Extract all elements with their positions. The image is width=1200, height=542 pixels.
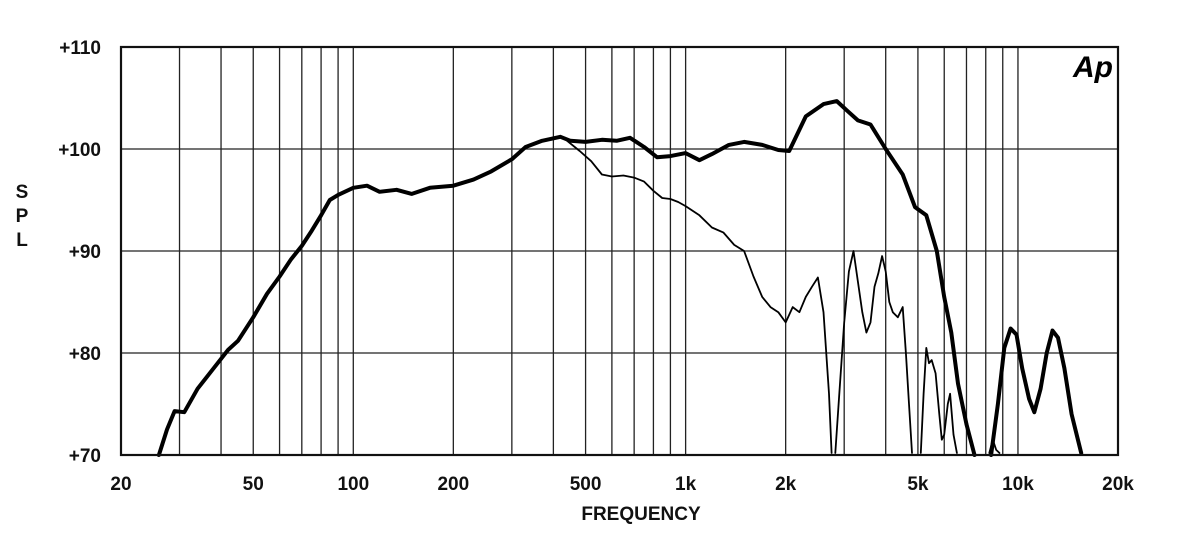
- response-curve-thin: [566, 139, 833, 454]
- x-tick-label: 200: [437, 474, 469, 495]
- plot-frame: [119, 45, 1120, 457]
- response-curve-thin: [919, 347, 958, 454]
- ap-logo: Ap: [1072, 51, 1113, 84]
- x-tick-label: 100: [337, 474, 369, 495]
- y-tick-labels: +70 +80 +90 +100 +110: [58, 38, 101, 467]
- y-tick-label: +70: [69, 446, 101, 467]
- y-tick-label: +110: [59, 38, 101, 59]
- plot-area: [156, 99, 1084, 457]
- y-axis-label-letter: P: [16, 206, 29, 227]
- x-tick-label: 1k: [675, 474, 697, 495]
- x-tick-label: 2k: [775, 474, 797, 495]
- response-curve-thick: [156, 99, 977, 457]
- x-tick-label: 10k: [1002, 474, 1034, 495]
- y-axis-label-letter: L: [16, 230, 28, 251]
- x-tick-label: 20k: [1102, 474, 1134, 495]
- x-tick-label: 500: [570, 474, 602, 495]
- response-curve-thin: [988, 438, 1001, 454]
- x-tick-label: 50: [243, 474, 264, 495]
- grid: [121, 47, 1118, 455]
- x-tick-label: 5k: [907, 474, 929, 495]
- y-axis-label: SPL: [16, 182, 29, 251]
- response-curve-thick: [989, 326, 1084, 457]
- y-tick-label: +100: [58, 140, 101, 161]
- x-tick-label: 20: [110, 474, 131, 495]
- x-axis-label: FREQUENCY: [581, 504, 701, 525]
- x-tick-labels: 20 50 100 200 500 1k 2k 5k 10k 20k: [110, 474, 1134, 495]
- y-axis-label-letter: S: [16, 182, 29, 203]
- y-tick-label: +90: [69, 242, 101, 263]
- y-tick-label: +80: [69, 344, 101, 365]
- response-curve-thin: [834, 250, 913, 454]
